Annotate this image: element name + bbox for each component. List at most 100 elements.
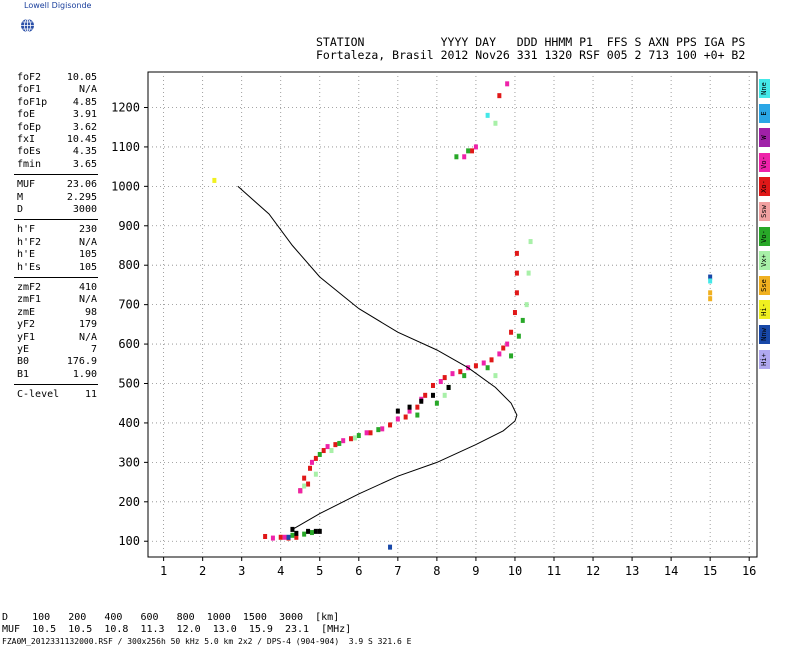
- echo-point: [442, 392, 447, 398]
- y-tick-label: 1000: [111, 179, 140, 193]
- param-label: foEp: [17, 121, 42, 133]
- param-value: 4.35: [72, 146, 97, 158]
- param-label: M: [17, 191, 24, 203]
- param-label: h'Es: [17, 261, 42, 273]
- y-tick-label: 1100: [111, 140, 140, 154]
- param-value: 3.91: [72, 109, 97, 121]
- echo-point: [317, 451, 322, 457]
- echo-point: [489, 357, 494, 363]
- param-row: h'F2 N/A: [17, 237, 97, 249]
- x-tick-label: 13: [625, 564, 639, 578]
- legend-label: Hi-: [760, 303, 768, 317]
- legend-item: Vx+: [759, 251, 770, 271]
- echo-point: [352, 435, 357, 441]
- echo-point: [286, 534, 291, 540]
- param-value: 2.295: [66, 191, 97, 203]
- echo-point: [349, 436, 353, 442]
- echo-point: [419, 398, 424, 404]
- param-value: 179: [78, 319, 97, 331]
- header-station-values: Fortaleza, Brasil 2012 Nov26 331 1320 RS…: [316, 48, 746, 62]
- x-tick-label: 14: [664, 564, 678, 578]
- param-value: 23.06: [66, 179, 97, 191]
- electron-density-profile: [237, 185, 518, 530]
- echo-point: [333, 442, 338, 448]
- echo-point: [434, 400, 439, 406]
- param-label: yF1: [17, 331, 36, 343]
- echo-point: [317, 528, 322, 534]
- echo-point: [505, 341, 510, 347]
- echo-point: [306, 481, 311, 487]
- x-tick-label: 8: [433, 564, 440, 578]
- param-label: B1: [17, 368, 30, 380]
- param-value: 10.45: [66, 134, 97, 145]
- echo-point: [708, 296, 713, 302]
- param-row: h'Es 105: [17, 262, 97, 274]
- x-tick-label: 11: [547, 564, 561, 578]
- header-column-labels: STATION YYYY DAY DDD HHMM P1 FFS S AXN P…: [316, 35, 746, 49]
- echo-point: [512, 310, 517, 316]
- x-tick-label: 3: [238, 564, 245, 578]
- echo-point: [466, 148, 471, 154]
- param-label: B0: [17, 356, 30, 368]
- echo-point: [514, 270, 519, 276]
- echo-point: [516, 333, 521, 339]
- param-label: fxI: [17, 134, 36, 145]
- x-tick-label: 7: [394, 564, 401, 578]
- echo-point: [313, 528, 318, 534]
- y-tick-label: 500: [118, 377, 140, 391]
- param-label: C-level: [17, 389, 60, 401]
- echo-point: [442, 375, 447, 381]
- param-value: 11: [84, 389, 97, 401]
- param-label: foF1: [17, 84, 42, 96]
- y-tick-label: 900: [118, 219, 140, 233]
- echo-point: [403, 414, 408, 420]
- echo-point: [407, 404, 412, 410]
- echo-point: [388, 544, 393, 550]
- echo-point: [493, 373, 498, 379]
- param-row: foF2 10.05: [17, 72, 97, 84]
- param-row: h'E 105: [17, 249, 97, 261]
- legend-item: Ssw: [759, 202, 770, 221]
- echo-point: [368, 430, 373, 436]
- echo-point: [526, 270, 531, 276]
- echo-point: [462, 373, 467, 379]
- y-tick-label: 100: [118, 534, 140, 548]
- echo-point: [485, 365, 490, 371]
- echo-point: [430, 382, 435, 388]
- echo-point: [388, 422, 393, 428]
- echo-point: [306, 528, 311, 534]
- echo-point: [278, 534, 283, 540]
- param-value: N/A: [78, 331, 97, 343]
- echo-point: [321, 448, 326, 454]
- x-tick-label: 4: [277, 564, 284, 578]
- echo-point: [501, 345, 506, 351]
- echo-point: [302, 531, 307, 537]
- param-row: B0 176.9: [17, 356, 97, 368]
- echo-point: [708, 274, 713, 280]
- echo-point: [524, 302, 529, 308]
- param-label: D: [17, 204, 24, 215]
- legend-label: Vo-: [760, 155, 768, 169]
- echo-point: [309, 459, 314, 465]
- echo-point: [454, 154, 459, 160]
- y-tick-label: 800: [118, 258, 140, 272]
- app-logo-text: Lowell Digisonde: [24, 1, 92, 10]
- echo-point: [473, 363, 478, 369]
- echo-point: [481, 360, 486, 366]
- echo-point: [497, 93, 502, 99]
- footer-muf-row: MUF 10.5 10.5 10.8 11.3 12.0 13.0 15.9 2…: [2, 624, 352, 635]
- legend-item: Xo-: [759, 177, 770, 197]
- echo-point: [407, 408, 412, 414]
- param-label: h'F: [17, 224, 36, 236]
- x-tick-label: 16: [742, 564, 756, 578]
- echo-point: [282, 534, 287, 540]
- y-tick-label: 600: [118, 337, 140, 351]
- echo-point: [212, 177, 217, 183]
- param-value: N/A: [78, 294, 97, 306]
- echo-point: [473, 144, 478, 150]
- param-value: 1.90: [72, 368, 97, 380]
- param-label: zmF1: [17, 294, 42, 306]
- param-label: h'E: [17, 249, 36, 261]
- legend-item: W: [759, 128, 770, 148]
- y-tick-label: 1200: [111, 100, 140, 114]
